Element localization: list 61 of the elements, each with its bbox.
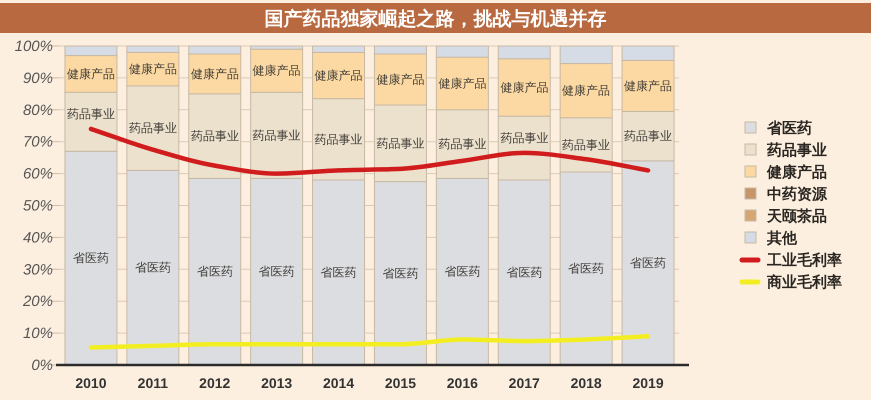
legend-label: 工业毛利率: [766, 251, 842, 269]
x-tick-label: 2010: [75, 375, 107, 391]
data-label: 省医药: [72, 251, 109, 266]
y-tick-label: 100%: [14, 38, 53, 55]
data-label: 健康产品: [376, 72, 424, 86]
data-label: 省医药: [134, 260, 171, 275]
data-label: 省医药: [444, 264, 480, 279]
y-tick-label: 0%: [31, 357, 53, 374]
chart-title: 国产药品独家崛起之路，挑战与机遇并存: [264, 8, 606, 30]
data-label: 健康产品: [128, 62, 177, 76]
data-label: 健康产品: [438, 76, 486, 90]
legend-label: 健康产品: [766, 163, 827, 181]
data-label: 健康产品: [314, 68, 363, 83]
y-tick-label: 10%: [22, 325, 53, 342]
y-tick-label: 70%: [22, 134, 53, 151]
data-label: 省医药: [568, 262, 604, 276]
line-series: [88, 334, 650, 350]
y-tick-label: 40%: [22, 229, 53, 246]
data-label: 药品事业: [376, 136, 424, 150]
data-label: 药品事业: [438, 137, 486, 152]
x-tick-label: 2016: [446, 375, 478, 391]
y-tick-label: 60%: [22, 166, 53, 183]
data-label: 健康产品: [66, 66, 115, 81]
legend-label: 省医药: [766, 120, 812, 137]
data-label: 省医药: [320, 265, 357, 280]
x-tick-label: 2015: [384, 375, 416, 391]
data-label: 省医药: [196, 264, 233, 279]
data-label: 药品事业: [562, 138, 610, 152]
x-tick-label: 2012: [199, 375, 231, 391]
x-tick-label: 2011: [138, 375, 168, 391]
legend-label: 商业毛利率: [766, 273, 842, 291]
data-label: 健康产品: [624, 78, 672, 93]
x-tick-label: 2018: [570, 375, 602, 391]
data-label: 健康产品: [190, 66, 239, 81]
x-tick-label: 2014: [322, 375, 354, 391]
data-label: 省医药: [382, 266, 418, 280]
data-label: 药品事业: [128, 121, 177, 136]
legend-label: 天颐茶品: [766, 208, 827, 225]
y-tick-label: 30%: [22, 261, 53, 278]
x-tick-label: 2019: [632, 375, 664, 391]
data-label: 省医药: [258, 264, 295, 279]
data-label: 药品事业: [314, 132, 363, 146]
data-label: 健康产品: [252, 64, 301, 78]
data-label: 省医药: [506, 265, 542, 280]
legend-label: 中药资源: [767, 186, 828, 203]
y-tick-label: 90%: [22, 70, 53, 87]
data-label: 健康产品: [562, 84, 610, 98]
legend-label: 其他: [766, 230, 798, 247]
y-tick-label: 20%: [22, 293, 53, 310]
data-label: 药品事业: [66, 106, 115, 121]
x-tick-label: 2017: [508, 375, 540, 391]
data-label: 省医药: [630, 256, 666, 270]
x-tick-label: 2013: [261, 375, 292, 391]
y-tick-label: 50%: [22, 198, 53, 214]
data-label: 健康产品: [500, 80, 548, 94]
y-tick-label: 80%: [22, 102, 53, 119]
legend-label: 药品事业: [766, 142, 827, 159]
data-label: 药品事业: [190, 129, 239, 144]
data-label: 药品事业: [252, 128, 301, 142]
data-label: 药品事业: [624, 129, 672, 144]
data-label: 药品事业: [500, 130, 548, 145]
